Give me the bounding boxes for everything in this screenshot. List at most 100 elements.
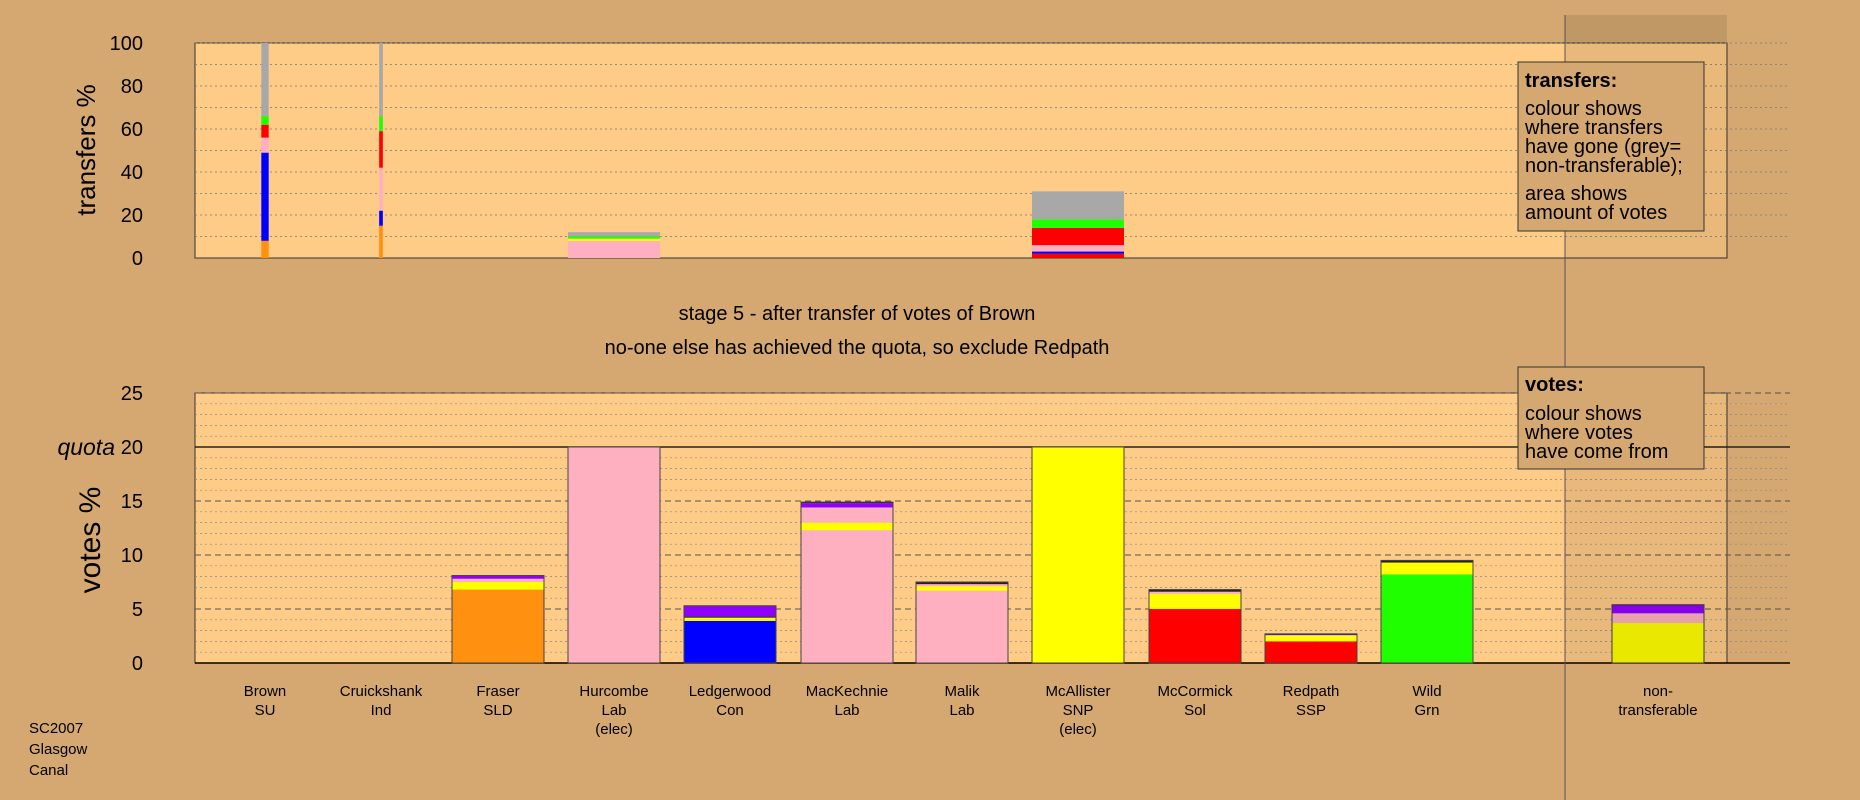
x-label-party: Sol bbox=[1184, 702, 1206, 719]
x-label-party: Lab bbox=[949, 702, 974, 719]
transfers-bar-segment bbox=[568, 240, 660, 258]
transfers-bar-segment bbox=[568, 232, 660, 237]
x-label-name: Hurcombe bbox=[579, 683, 648, 700]
transfers-bar-segment bbox=[1032, 219, 1124, 228]
transfers-legend-line: non-transferable); bbox=[1525, 155, 1683, 177]
votes-legend-box bbox=[1517, 366, 1705, 470]
votes-bar-outline bbox=[1611, 604, 1705, 664]
transfers-legend-title: transfers: bbox=[1525, 70, 1617, 92]
votes-legend: votes: colour shows where votes have com… bbox=[1517, 366, 1705, 470]
transfers-bar-segment bbox=[379, 167, 383, 211]
transfers-legend: transfers: colour shows where transfers … bbox=[1517, 61, 1705, 232]
x-label-party: SLD bbox=[483, 702, 512, 719]
votes-bar-segment bbox=[1381, 562, 1473, 575]
x-label-name: non- bbox=[1643, 683, 1673, 700]
votes-y-ticks: 0 5 10 15 20 25 quota bbox=[57, 383, 143, 675]
transfers-bar-segment bbox=[568, 236, 660, 239]
transfers-bar-segment bbox=[1032, 227, 1124, 246]
transfers-y-tick-label: 80 bbox=[121, 76, 143, 98]
votes-legend-line: colour shows bbox=[1525, 403, 1642, 425]
votes-bar-segment bbox=[1149, 589, 1241, 592]
x-label-name: Fraser bbox=[476, 683, 519, 700]
transfers-bar-segment bbox=[379, 131, 383, 168]
votes-x-labels: Brown SU Cruickshank Ind Fraser SLD Hurcombe La… bbox=[244, 683, 1698, 738]
votes-y-tick-label: 25 bbox=[121, 383, 143, 405]
transfers-bar-segment bbox=[1032, 251, 1124, 254]
x-label-name: Cruickshank bbox=[340, 683, 423, 700]
x-label-party: Lab bbox=[601, 702, 626, 719]
transfers-bar-segment bbox=[1032, 191, 1124, 220]
transfers-bar-segment bbox=[379, 116, 383, 132]
votes-bar-segment bbox=[1612, 623, 1704, 663]
votes-bar-segment bbox=[1265, 636, 1357, 642]
transfers-y-tick-label: 40 bbox=[121, 162, 143, 184]
votes-bar-segment bbox=[1149, 593, 1241, 609]
votes-bar-outline bbox=[1148, 589, 1242, 664]
transfers-bar-segment bbox=[379, 43, 383, 117]
votes-bar-segment bbox=[452, 589, 544, 663]
transfers-bar-segment bbox=[261, 43, 269, 117]
votes-bar-segment bbox=[452, 582, 544, 590]
votes-bar-segment bbox=[452, 578, 544, 582]
x-label-name: Brown bbox=[244, 683, 287, 700]
transfers-y-tick-label: 0 bbox=[132, 248, 143, 270]
votes-bar-segment bbox=[1612, 604, 1704, 614]
votes-bar-outline bbox=[1380, 559, 1474, 664]
transfers-legend-line: area shows bbox=[1525, 183, 1627, 205]
x-label-party: Con bbox=[716, 702, 744, 719]
votes-bar-segment bbox=[1032, 447, 1124, 663]
votes-bar-segment bbox=[1149, 609, 1241, 663]
votes-bar-segment bbox=[801, 507, 893, 523]
x-label-name: McAllister bbox=[1045, 683, 1110, 700]
stage-subtitle: no-one else has achieved the quota, so e… bbox=[605, 337, 1110, 359]
votes-y-tick-label: 20 bbox=[121, 437, 143, 459]
transfers-bar-segment bbox=[261, 240, 269, 258]
votes-bar-segment bbox=[916, 582, 1008, 585]
transfers-y-ticks: 0 20 40 60 80 100 bbox=[110, 33, 143, 270]
votes-y-tick-label: 15 bbox=[121, 491, 143, 513]
transfers-legend-line: have gone (grey= bbox=[1525, 136, 1681, 158]
transfers-panel: 0 20 40 60 80 100 transfers % bbox=[71, 33, 1790, 270]
votes-bar-segment bbox=[916, 590, 1008, 663]
x-label-party: Grn bbox=[1414, 702, 1439, 719]
votes-legend-line: have come from bbox=[1525, 441, 1668, 463]
votes-bar-outline bbox=[683, 605, 777, 664]
x-label-party: SU bbox=[255, 702, 276, 719]
votes-bar-segment bbox=[684, 616, 776, 618]
votes-bar-segment bbox=[1381, 560, 1473, 563]
transfers-bar-segment bbox=[261, 137, 269, 153]
transfers-gridlines bbox=[195, 42, 1790, 237]
votes-legend-line: where votes bbox=[1524, 422, 1633, 444]
votes-bar-outline bbox=[567, 446, 661, 664]
x-label-party: transferable bbox=[1618, 702, 1697, 719]
votes-bar-outline bbox=[800, 501, 894, 664]
x-label-name: Malik bbox=[944, 683, 980, 700]
x-label-status: (elec) bbox=[595, 721, 633, 738]
x-label-party: Ind bbox=[371, 702, 392, 719]
votes-bar-outline bbox=[451, 575, 545, 664]
votes-legend-title: votes: bbox=[1525, 374, 1584, 396]
votes-bar-outline bbox=[1264, 633, 1358, 664]
footer-line: SC2007 bbox=[29, 720, 83, 737]
transfers-bar-segment bbox=[1032, 245, 1124, 252]
transfers-bar-segment bbox=[379, 210, 383, 226]
x-label-name: Ledgerwood bbox=[689, 683, 772, 700]
votes-bar-segment bbox=[1265, 634, 1357, 636]
x-label-name: McCormick bbox=[1158, 683, 1233, 700]
votes-y-tick-label: 0 bbox=[132, 653, 143, 675]
transfers-bar-segment bbox=[379, 225, 383, 258]
footer-line: Glasgow bbox=[29, 741, 88, 758]
votes-bar-segment bbox=[1612, 616, 1704, 624]
x-label-party: Lab bbox=[834, 702, 859, 719]
x-label-name: Redpath bbox=[1283, 683, 1340, 700]
stage-title: stage 5 - after transfer of votes of Bro… bbox=[679, 303, 1036, 325]
transfers-y-label: transfers % bbox=[71, 84, 101, 216]
votes-bar-segment bbox=[801, 522, 893, 531]
votes-bar-segment bbox=[1149, 591, 1241, 594]
transfers-legend-box bbox=[1517, 61, 1705, 232]
votes-y-tick-label: 5 bbox=[132, 599, 143, 621]
votes-bar-segment bbox=[684, 605, 776, 617]
quota-label: quota bbox=[57, 434, 115, 460]
votes-bar-segment bbox=[1265, 641, 1357, 663]
